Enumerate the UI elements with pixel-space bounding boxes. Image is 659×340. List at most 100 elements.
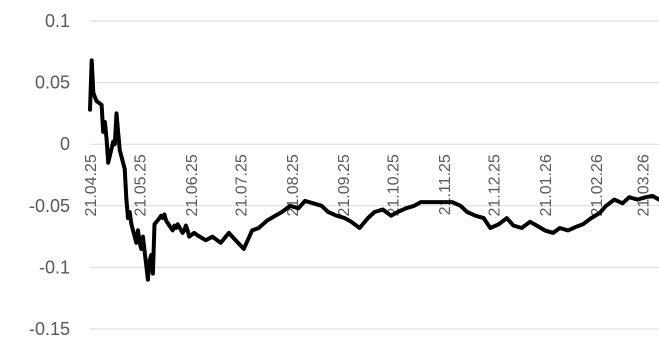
y-tick-label: -0.15 [29,319,70,339]
data-point [590,217,592,219]
data-point [559,227,561,229]
data-point [582,223,584,225]
data-point [165,220,167,222]
data-point [193,232,195,234]
data-point [613,199,615,201]
data-point [160,215,162,217]
data-point [159,217,160,219]
data-point [183,229,185,231]
data-point [130,223,132,225]
data-point [177,223,179,225]
y-axis-tick-labels: 0.1 0.05 0 -0.05 -0.1 -0.15 [29,11,70,339]
data-point [266,220,268,222]
data-point [512,225,514,226]
data-point [521,227,523,229]
data-point [228,232,230,234]
x-tick-label: 21.08.25 [285,154,302,216]
data-point [436,201,438,203]
data-point [274,215,276,217]
data-point [251,229,253,231]
data-point [205,239,207,241]
data-point [281,211,283,213]
data-point [344,217,346,219]
data-point [127,217,129,219]
data-point [544,229,546,231]
data-point [474,215,476,217]
data-point [124,168,126,170]
x-tick-label: 21.02.26 [589,154,606,216]
data-point [137,229,139,231]
y-tick-label: 0.05 [35,73,70,93]
data-point [185,225,187,226]
data-point [135,242,137,244]
data-point [220,242,222,244]
data-point [420,201,422,203]
data-point [243,248,245,250]
x-tick-label: 21.12.25 [487,154,504,216]
data-point [163,213,165,215]
data-point [413,205,415,207]
data-point [94,96,96,98]
x-tick-label: 21.09.25 [336,154,353,216]
data-point [235,239,237,241]
data-point [390,215,392,217]
data-point [188,236,190,238]
series-line [88,58,659,282]
data-point [374,211,375,213]
data-point [451,201,453,203]
data-point [575,226,577,228]
y-tick-label: -0.1 [39,257,70,277]
data-point [150,254,152,256]
data-point [312,202,314,204]
data-point [114,143,116,145]
data-point [112,141,114,143]
data-point [101,104,103,106]
data-point [182,232,184,234]
data-point [327,211,329,213]
data-point [645,196,647,198]
data-point [139,242,141,244]
data-point [397,211,399,213]
data-point [428,201,430,203]
data-point [552,232,554,234]
data-point [536,225,538,226]
data-point [107,162,109,164]
data-point [211,236,213,238]
data-point [258,227,260,229]
data-point [637,199,638,201]
data-point [651,195,653,197]
x-tick-label: 21.03.26 [635,154,652,216]
data-point [91,59,93,61]
data-point [567,229,569,231]
data-point [529,221,531,223]
data-point [622,202,624,204]
y-tick-label: 0 [60,134,70,154]
data-point [506,217,508,219]
data-point [96,100,98,102]
grid-lines [90,20,659,330]
data-point [498,223,500,225]
x-axis-tick-labels: 21.04.25 21.05.25 21.06.25 21.07.25 21.08.25… [83,154,652,216]
data-point [605,205,607,207]
data-point [359,227,361,229]
data-point [187,229,189,231]
data-point [336,215,337,217]
data-point [119,149,121,151]
data-point [175,227,177,229]
data-point [443,201,445,203]
data-point [197,234,198,236]
data-point [140,248,142,250]
data-point [89,109,91,111]
data-point [466,211,468,213]
data-point [117,131,119,133]
data-point [489,227,491,229]
data-point [142,236,144,238]
series-layer [88,58,659,282]
x-tick-label: 21.05.25 [133,154,150,216]
data-point [170,227,172,229]
data-point [129,211,131,213]
data-point [289,205,291,207]
x-tick-label: 21.07.25 [234,154,251,216]
data-point [147,279,149,281]
